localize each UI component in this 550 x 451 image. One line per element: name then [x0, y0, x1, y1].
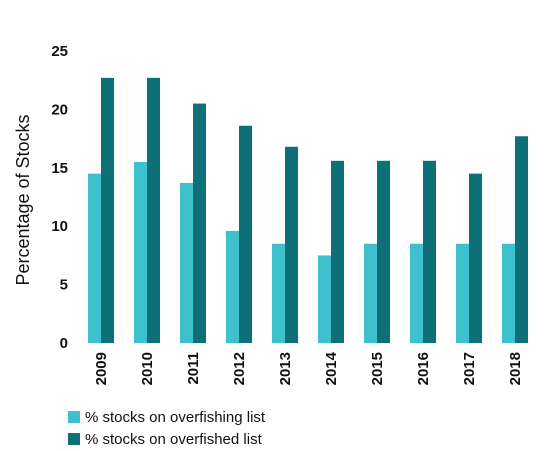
bar-overfishing-2014: [318, 255, 331, 343]
y-tick-label: 10: [51, 218, 68, 235]
y-tick-label: 0: [60, 335, 68, 352]
bars: [88, 77, 528, 343]
bar-overfished-2012: [239, 125, 252, 343]
y-axis-label: Percentage of Stocks: [13, 114, 33, 285]
x-axis-ticks: 2009 2010 2011 2012 2013 2014 2015 2016 2017 2018: [93, 351, 524, 385]
legend-label-overfished: % stocks on overfished list: [85, 430, 262, 448]
bar-overfished-2016: [423, 160, 436, 343]
bar-overfishing-2018: [502, 243, 515, 343]
y-tick-label: 5: [60, 277, 68, 294]
legend-swatch-overfishing: [68, 411, 80, 423]
bar-overfishing-2009: [88, 173, 101, 343]
x-tick-label: 2012: [231, 352, 248, 385]
legend: % stocks on overfishing list % stocks on…: [68, 406, 265, 450]
legend-item-overfishing: % stocks on overfishing list: [68, 406, 265, 428]
legend-swatch-overfished: [68, 433, 80, 445]
y-tick-label: 25: [51, 43, 68, 60]
x-tick-label: 2016: [415, 352, 432, 385]
bar-overfishing-2016: [410, 243, 423, 343]
bar-overfished-2009: [101, 77, 114, 343]
legend-label-overfishing: % stocks on overfishing list: [85, 408, 266, 426]
bar-overfished-2013: [285, 146, 298, 343]
bar-overfished-2014: [331, 160, 344, 343]
x-tick-label: 2009: [93, 352, 110, 385]
x-tick-label: 2014: [323, 351, 340, 385]
bar-overfishing-2013: [272, 243, 285, 343]
bar-overfishing-2015: [364, 243, 377, 343]
bar-overfishing-2011: [180, 182, 193, 343]
y-tick-label: 20: [51, 101, 68, 118]
y-axis-ticks: 0 5 10 15 20 25: [51, 43, 68, 352]
bar-overfished-2011: [193, 103, 206, 343]
y-tick-label: 15: [51, 160, 68, 177]
bar-overfished-2017: [469, 173, 482, 343]
bar-overfishing-2017: [456, 243, 469, 343]
x-tick-label: 2011: [185, 352, 202, 385]
bar-overfishing-2010: [134, 161, 147, 343]
x-tick-label: 2017: [461, 352, 478, 385]
bar-overfished-2018: [515, 136, 528, 343]
bar-overfished-2010: [147, 77, 160, 343]
bar-overfishing-2012: [226, 230, 239, 343]
x-tick-label: 2018: [507, 352, 524, 385]
bar-overfished-2015: [377, 160, 390, 343]
x-tick-label: 2010: [139, 352, 156, 385]
x-tick-label: 2015: [369, 352, 386, 385]
legend-item-overfished: % stocks on overfished list: [68, 428, 265, 450]
x-tick-label: 2013: [277, 352, 294, 385]
